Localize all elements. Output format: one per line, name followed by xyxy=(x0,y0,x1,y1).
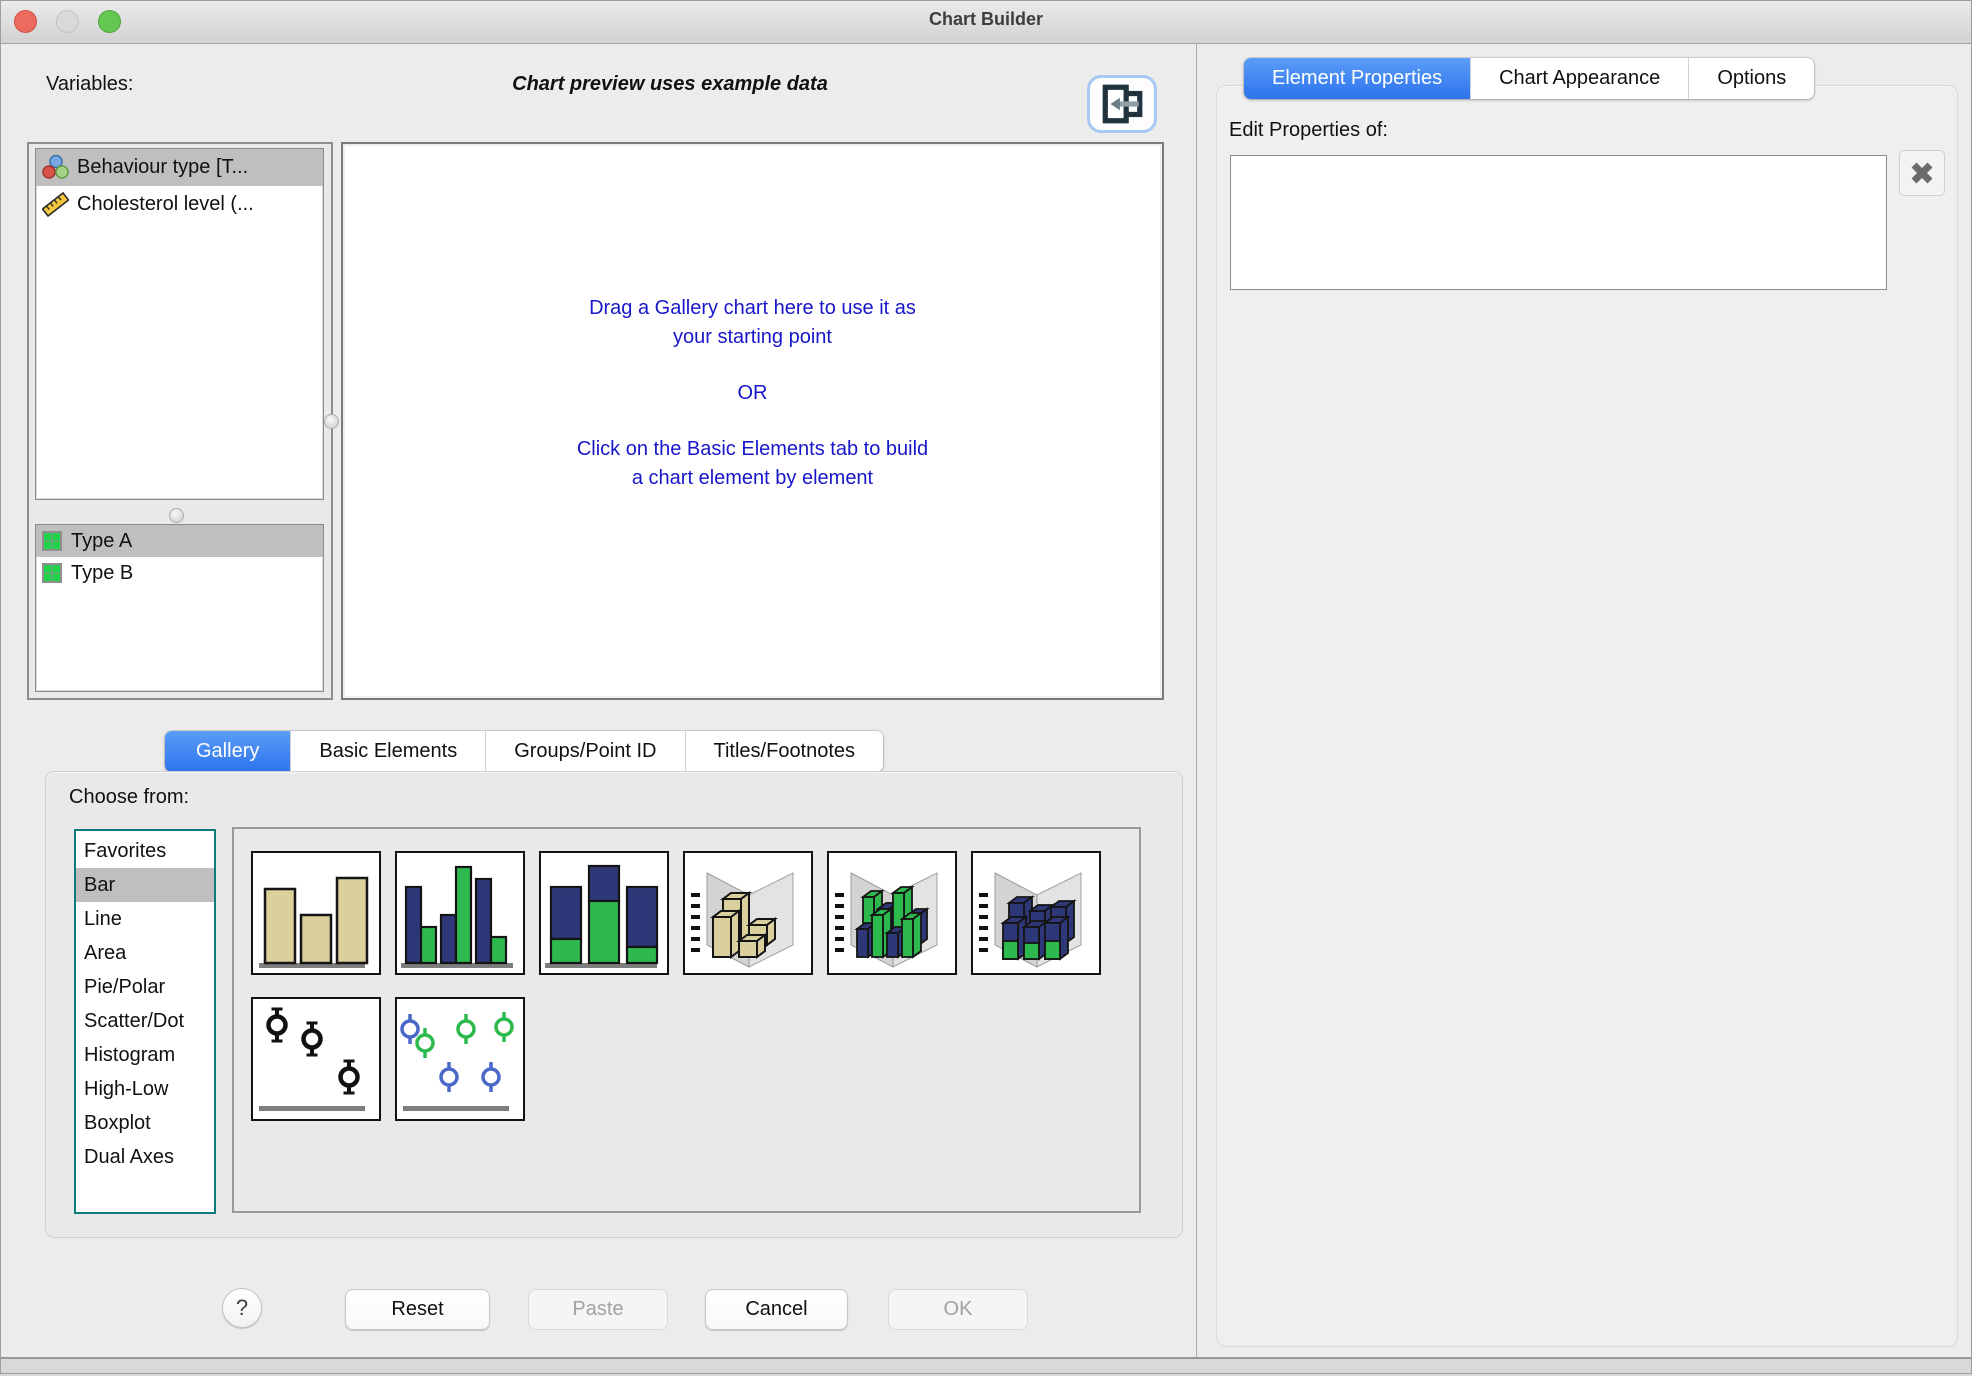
tab-titles-footnotes[interactable]: Titles/Footnotes xyxy=(684,731,884,772)
delete-x-icon xyxy=(1911,162,1933,184)
category-label: Type A xyxy=(71,529,133,552)
variables-label: Variables: xyxy=(46,73,134,95)
gallery-groupbox: Choose from: Favorites Bar Line Area Pie… xyxy=(45,771,1183,1238)
toggle-properties-button[interactable] xyxy=(1087,75,1157,133)
hint-or: OR xyxy=(737,382,768,404)
reset-button[interactable]: Reset xyxy=(345,1289,490,1330)
chart-type-list: Favorites Bar Line Area Pie/Polar Scatte… xyxy=(74,829,216,1214)
canvas-hint-text: Drag a Gallery chart here to use it as y… xyxy=(343,294,1162,493)
chart-type-histogram[interactable]: Histogram xyxy=(84,1044,176,1066)
chart-type-dual-axes[interactable]: Dual Axes xyxy=(84,1146,175,1168)
chart-type-boxplot[interactable]: Boxplot xyxy=(84,1112,151,1134)
vertical-splitter-handle[interactable] xyxy=(324,414,339,429)
category-type-a[interactable]: Type A xyxy=(36,525,323,557)
variables-list: Behaviour type [T... Cholesterol level (… xyxy=(35,148,324,500)
stacked-bar-icon xyxy=(545,864,659,968)
close-icon[interactable] xyxy=(14,10,37,33)
minimize-icon[interactable] xyxy=(56,10,79,33)
choose-from-label: Choose from: xyxy=(69,786,190,808)
tab-groups-point-id[interactable]: Groups/Point ID xyxy=(485,731,684,772)
categories-list: Type A Type B xyxy=(35,524,324,692)
category-grid-icon xyxy=(42,563,62,583)
clustered-3d-bar-icon xyxy=(835,872,938,968)
window-controls xyxy=(14,10,121,33)
properties-tabbar: Element Properties Chart Appearance Opti… xyxy=(1244,58,1815,99)
chart-type-bar[interactable]: Bar xyxy=(76,868,214,902)
gallery-thumb-simple-error-bar[interactable] xyxy=(251,997,381,1121)
clustered-bar-icon xyxy=(401,865,513,968)
category-grid-icon xyxy=(42,531,62,551)
chart-preview-canvas[interactable]: Drag a Gallery chart here to use it as y… xyxy=(341,142,1164,700)
simple-error-bar-icon xyxy=(259,1007,365,1111)
simple-bar-icon xyxy=(259,876,369,968)
gallery-thumb-stacked-3d-bar[interactable] xyxy=(971,851,1101,975)
edit-properties-list[interactable] xyxy=(1230,155,1887,290)
clustered-error-bar-icon xyxy=(400,1012,514,1111)
hint-line: Drag a Gallery chart here to use it as xyxy=(589,297,916,319)
horizontal-splitter-handle[interactable] xyxy=(169,508,184,523)
chart-type-pie-polar[interactable]: Pie/Polar xyxy=(84,976,166,998)
preview-note: Chart preview uses example data xyxy=(512,73,828,95)
ok-button[interactable]: OK xyxy=(888,1289,1028,1330)
simple-3d-bar-icon xyxy=(691,872,794,968)
variable-label: Cholesterol level (... xyxy=(77,193,254,215)
chart-type-high-low[interactable]: High-Low xyxy=(84,1078,169,1100)
gallery-thumb-simple-3d-bar[interactable] xyxy=(683,851,813,975)
gallery-thumbnails-area xyxy=(232,827,1141,1213)
move-properties-icon xyxy=(1102,84,1143,124)
help-button[interactable]: ? xyxy=(222,1288,262,1328)
remove-element-button[interactable] xyxy=(1899,150,1945,196)
properties-pane: Element Properties Chart Appearance Opti… xyxy=(1196,43,1972,1357)
chart-type-area[interactable]: Area xyxy=(84,942,127,964)
gallery-thumb-stacked-bar[interactable] xyxy=(539,851,669,975)
gallery-thumb-clustered-bar[interactable] xyxy=(395,851,525,975)
tab-options[interactable]: Options xyxy=(1688,58,1814,99)
category-type-b[interactable]: Type B xyxy=(36,557,323,589)
gallery-thumb-simple-bar[interactable] xyxy=(251,851,381,975)
variable-label: Behaviour type [T... xyxy=(77,156,249,178)
zoom-icon[interactable] xyxy=(98,10,121,33)
cancel-button[interactable]: Cancel xyxy=(705,1289,848,1330)
gallery-thumb-clustered-3d-bar[interactable] xyxy=(827,851,957,975)
help-icon: ? xyxy=(235,1295,249,1320)
builder-tabbar: Gallery Basic Elements Groups/Point ID T… xyxy=(165,731,884,772)
chart-type-favorites[interactable]: Favorites xyxy=(84,840,167,862)
variable-behaviour-type[interactable]: Behaviour type [T... xyxy=(36,149,323,186)
tab-basic-elements[interactable]: Basic Elements xyxy=(290,731,485,772)
titlebar: Chart Builder xyxy=(0,0,1972,44)
tab-element-properties[interactable]: Element Properties xyxy=(1244,58,1471,99)
window-title: Chart Builder xyxy=(928,9,1043,29)
tab-gallery[interactable]: Gallery xyxy=(165,731,291,772)
stacked-3d-bar-icon xyxy=(979,872,1082,968)
nominal-variable-icon xyxy=(42,154,69,179)
properties-well xyxy=(1216,85,1958,1347)
window-resize-strip xyxy=(0,1357,1972,1376)
scale-variable-icon xyxy=(42,191,69,218)
paste-button[interactable]: Paste xyxy=(528,1289,668,1330)
gallery-thumb-clustered-error-bar[interactable] xyxy=(395,997,525,1121)
hint-line: Click on the Basic Elements tab to build xyxy=(576,438,929,460)
tab-chart-appearance[interactable]: Chart Appearance xyxy=(1470,58,1688,99)
builder-main-pane: Variables: Chart preview uses example da… xyxy=(0,43,1196,1357)
chart-type-scatter-dot[interactable]: Scatter/Dot xyxy=(84,1010,185,1032)
hint-line: your starting point xyxy=(673,326,832,348)
edit-properties-label: Edit Properties of: xyxy=(1229,119,1388,141)
category-label: Type B xyxy=(71,561,134,584)
chart-type-line[interactable]: Line xyxy=(84,908,122,930)
variable-cholesterol-level[interactable]: Cholesterol level (... xyxy=(36,186,323,223)
hint-line: a chart element by element xyxy=(631,467,874,489)
